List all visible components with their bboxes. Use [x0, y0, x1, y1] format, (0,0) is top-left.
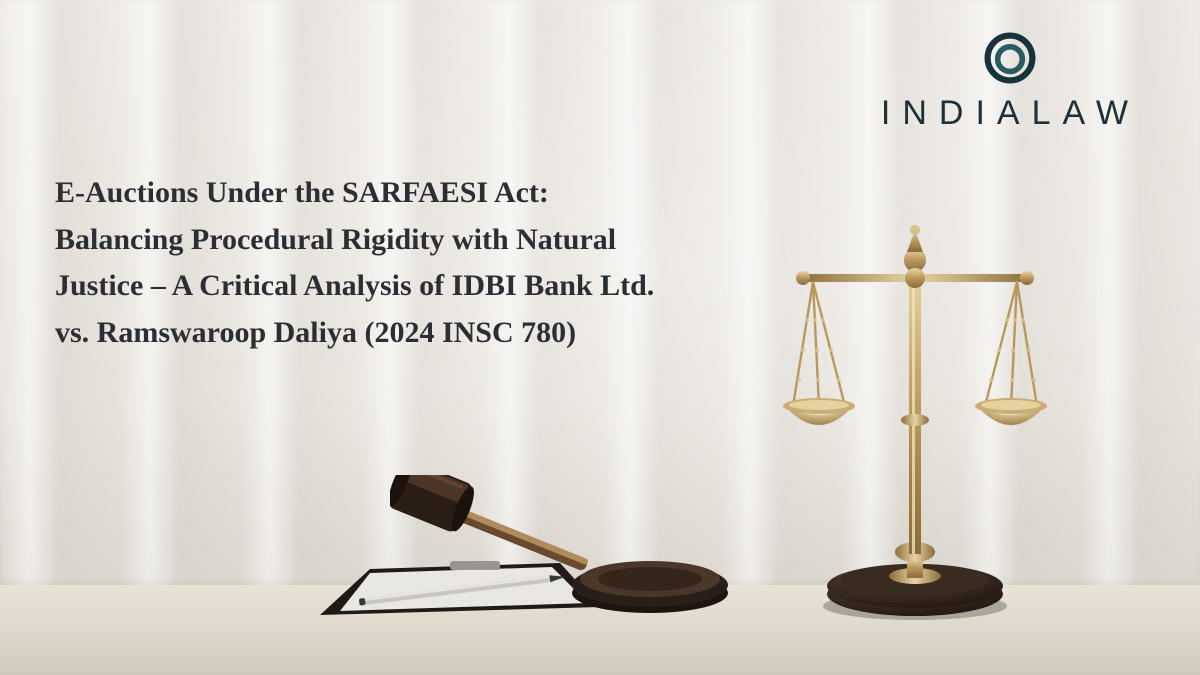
brand-name: INDIALAW — [881, 94, 1140, 133]
scales-of-justice-illustration — [765, 180, 1065, 620]
brand-logo-icon — [982, 30, 1038, 86]
brand-logo: INDIALAW — [881, 30, 1140, 133]
article-title: E-Auctions Under the SARFAESI Act: Balan… — [55, 170, 675, 356]
gavel-illustration — [390, 475, 730, 615]
